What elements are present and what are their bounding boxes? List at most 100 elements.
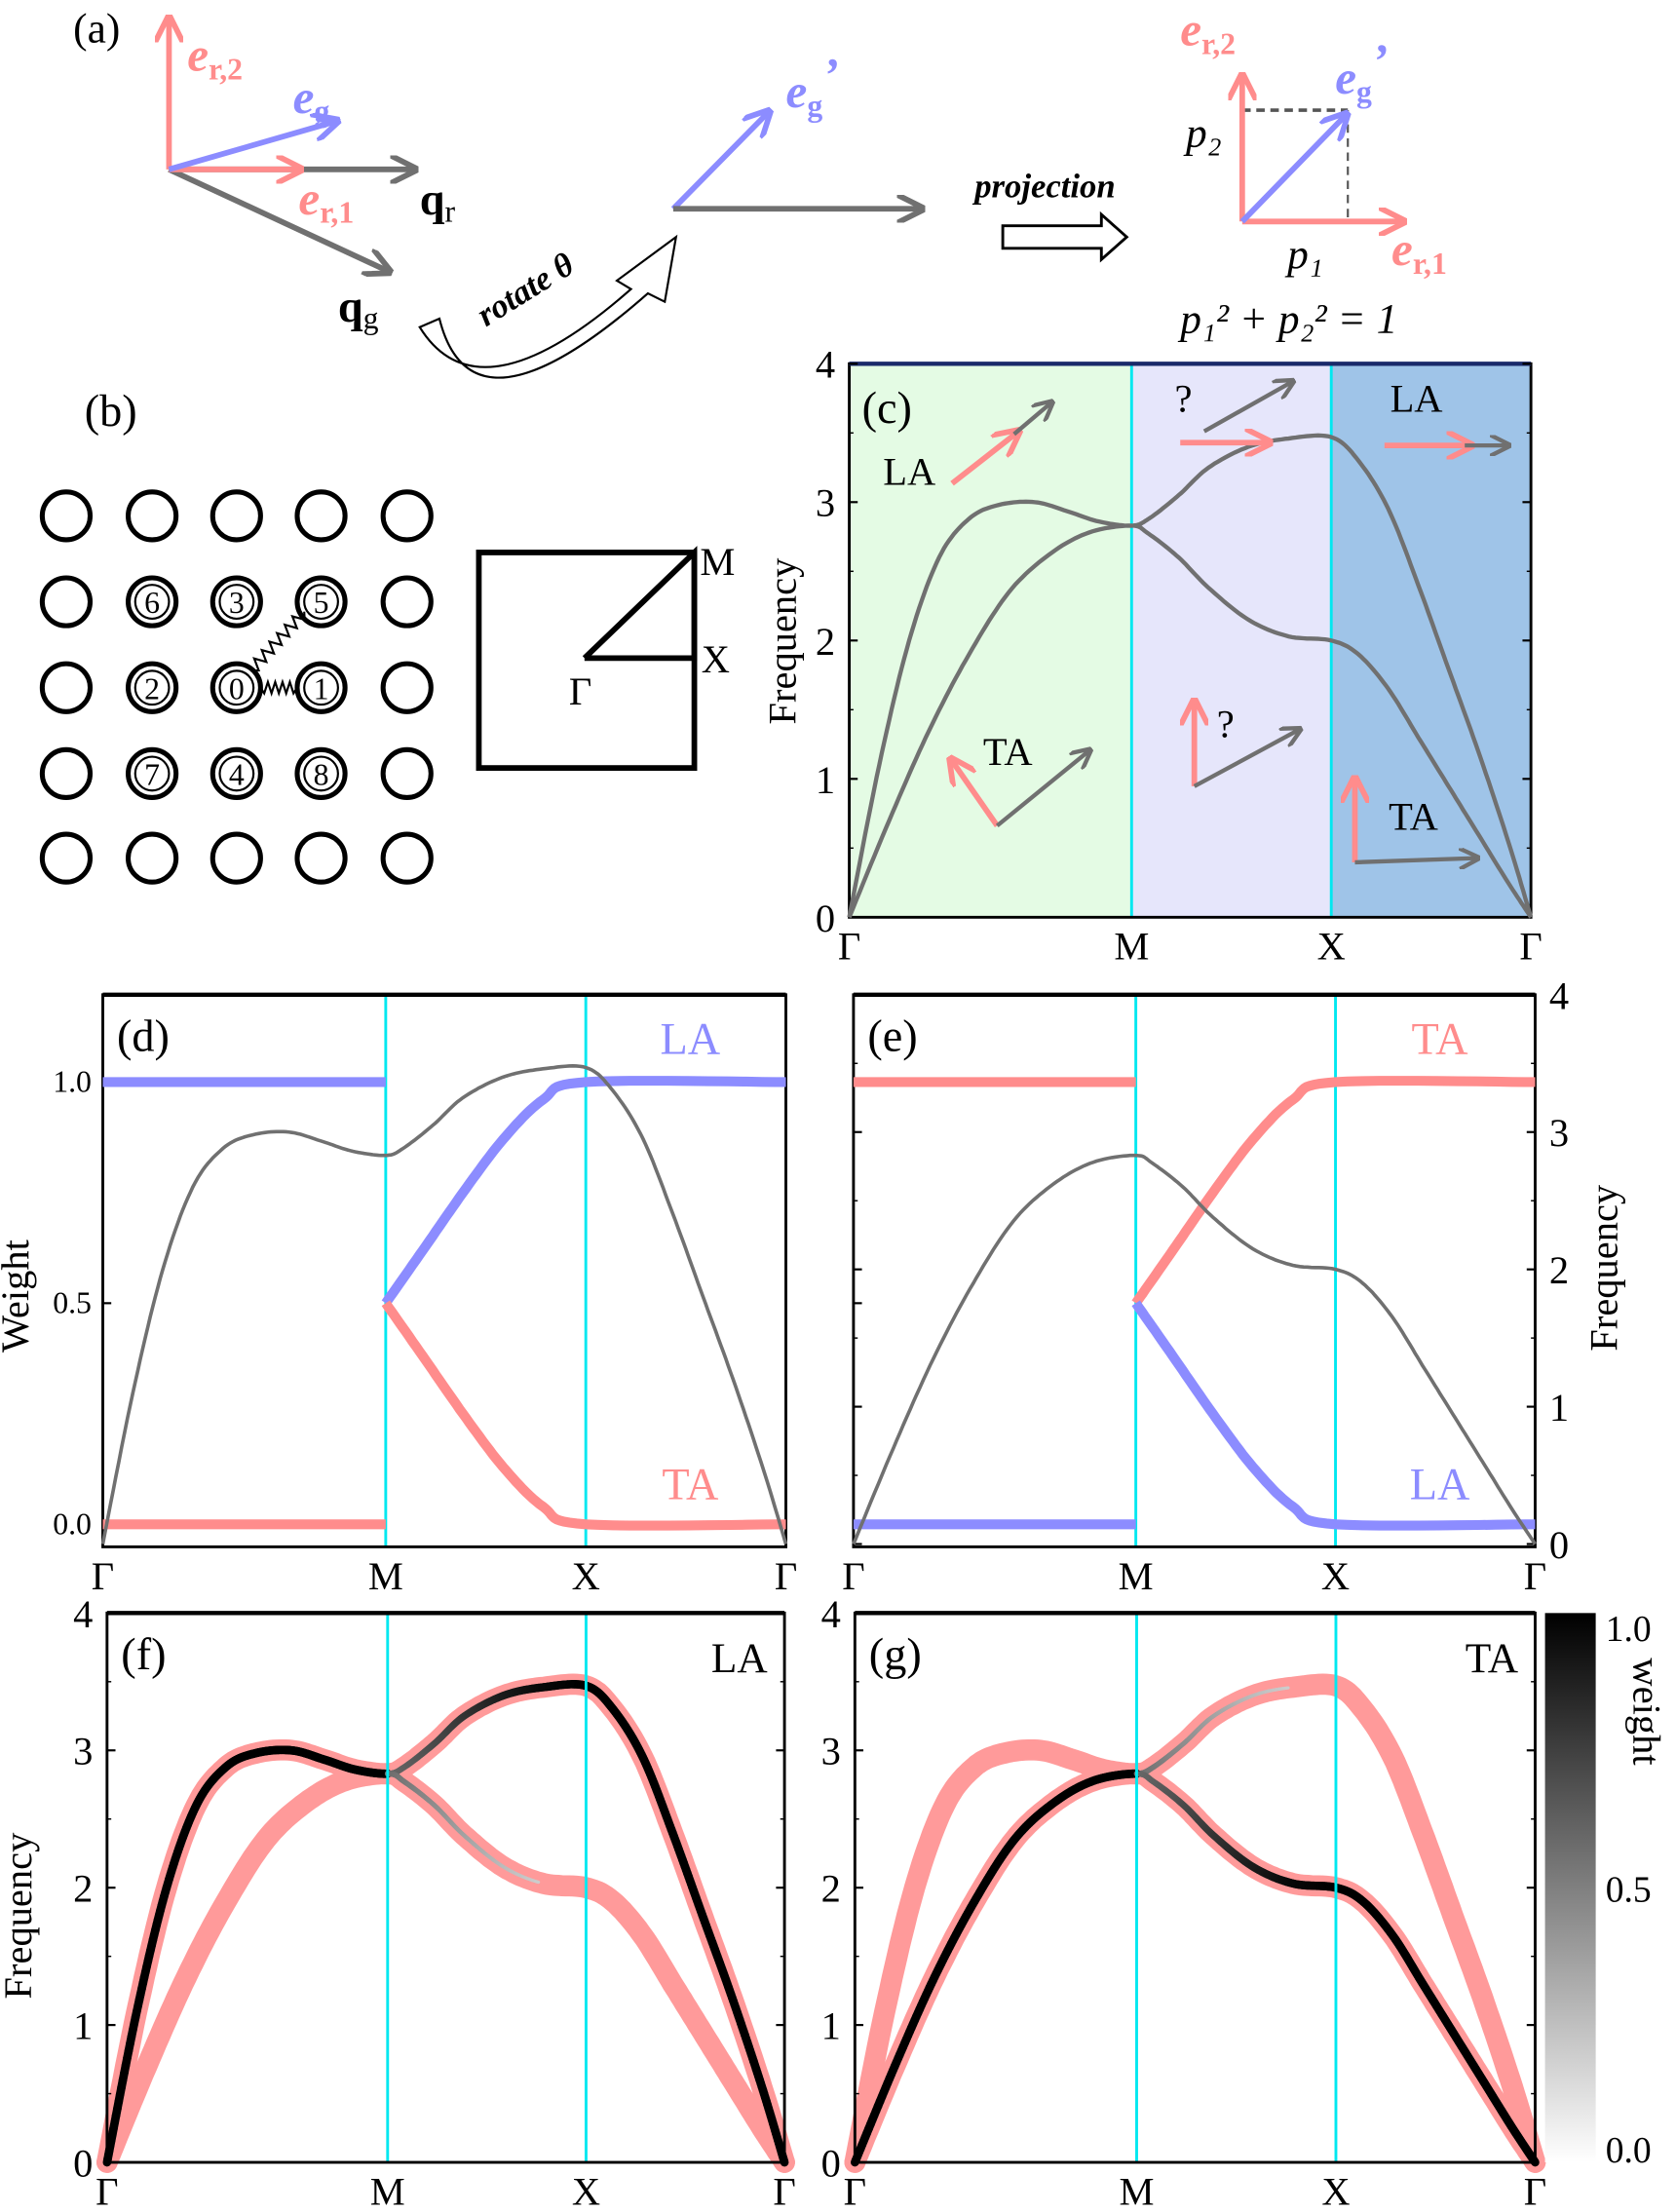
atom — [210, 831, 263, 885]
spring-nearest — [259, 678, 298, 698]
y-tick-label: 0 — [1549, 1523, 1569, 1567]
projection-label: projection — [971, 168, 1115, 206]
y-tick-label: 3 — [1549, 1111, 1569, 1155]
x-tick-label: X — [572, 2169, 600, 2212]
y-tick-label: 2 — [73, 1867, 93, 1911]
y-tick-label: 2 — [1549, 1248, 1569, 1292]
atom — [39, 661, 94, 714]
mx-upper-question: ? — [1174, 376, 1192, 420]
panel-label: (f) — [121, 1630, 166, 1680]
atom-index-label: 1 — [314, 671, 329, 706]
mx-lower-question: ? — [1217, 702, 1235, 745]
band-curve-1 — [847, 523, 1533, 919]
rotate-arrow-icon — [418, 234, 678, 379]
p2-label: p₂ — [1183, 110, 1222, 157]
atom-inner-ring — [303, 669, 339, 706]
atom-inner-ring — [133, 669, 171, 706]
x-tick-label: Γ — [1519, 925, 1542, 969]
x-tick-label: M — [370, 2169, 405, 2212]
region-background — [1131, 363, 1332, 918]
series-label: LA — [661, 1015, 721, 1065]
y-tick-label: 1 — [73, 2004, 93, 2048]
atom — [380, 831, 434, 885]
frequency-curve — [852, 1153, 1537, 1545]
weight-curve-LA — [381, 1076, 786, 1307]
y-tick-label: 4 — [816, 343, 835, 387]
atom-inner-ring — [303, 584, 339, 620]
panel-label: (d) — [117, 1012, 170, 1062]
atom-index-label: 3 — [229, 586, 245, 620]
atom — [39, 831, 94, 885]
gm-la-label: LA — [883, 450, 935, 494]
xg-ta-q-arrow — [1354, 858, 1475, 862]
q-r-label: qr — [420, 175, 456, 228]
atom — [39, 489, 94, 543]
atom — [126, 489, 179, 543]
rotate-label: rotate θ — [470, 245, 581, 333]
panel-a: (a) er,2 eg er,1 qr qg rotate θ eg’ proj… — [73, 3, 1447, 379]
x-tick-label: X — [572, 1554, 600, 1598]
panel-c-annotations: (c) LA TA ? ? LA TA — [862, 376, 1507, 862]
gm-ta-real-arrow — [952, 761, 1000, 828]
region-background — [849, 363, 1132, 918]
y-tick-label: 2 — [816, 620, 835, 664]
series-label: TA — [1412, 1015, 1469, 1065]
y-axis-label: Weight — [0, 1239, 37, 1353]
weight-curve-TA — [381, 1300, 786, 1531]
x-tick-label: M — [1114, 925, 1149, 969]
e-g-label: eg — [293, 70, 330, 129]
proj-e-r2-label: er,2 — [1180, 3, 1236, 61]
atom — [294, 489, 348, 543]
x-tick-label: X — [1321, 1554, 1350, 1598]
normalization-equation: p₁² + p₂² = 1 — [1177, 295, 1397, 342]
bz-gamma-label: Γ — [569, 669, 591, 713]
y-tick-label: 0 — [821, 2141, 841, 2185]
x-tick-label: X — [1321, 2169, 1350, 2212]
atom — [39, 575, 94, 629]
gm-ta-label: TA — [983, 730, 1033, 774]
spring-next-nearest — [250, 611, 306, 672]
atom-index-label: 8 — [314, 757, 329, 791]
atom-index-label: 7 — [144, 757, 160, 791]
colorbar-tick-label: 0.0 — [1606, 2131, 1652, 2171]
mx-lower-q-arrow — [1193, 730, 1299, 788]
p1-label: p₁ — [1284, 231, 1323, 278]
y-tick-label: 1 — [816, 758, 835, 802]
y-tick-label: 1.0 — [53, 1065, 92, 1099]
xg-ta-label: TA — [1389, 795, 1438, 839]
y-tick-label: 3 — [73, 1730, 93, 1773]
y-tick-label: 0.0 — [53, 1506, 92, 1541]
y-axis-label: Frequency — [0, 1832, 40, 2000]
gm-ta-q-arrow — [995, 751, 1088, 828]
e-g-prime-label: eg’ — [786, 48, 839, 123]
band-curve-0 — [847, 433, 1534, 918]
panel-label: (e) — [867, 1012, 917, 1062]
atom-index-label: 6 — [144, 586, 160, 620]
frequency-curve — [100, 1063, 788, 1545]
series-label: LA — [1410, 1460, 1470, 1509]
x-tick-label: Γ — [844, 2169, 866, 2212]
weight-segment — [535, 1880, 541, 1885]
gm-la-q-arrow — [1012, 403, 1051, 437]
series-label: TA — [662, 1460, 719, 1509]
x-tick-label: Γ — [95, 2169, 118, 2212]
x-tick-label: Γ — [773, 2169, 795, 2212]
x-tick-label: Γ — [842, 1554, 864, 1598]
e-g-prime-arrow — [670, 113, 768, 211]
y-axis-label-right: Frequency — [1581, 1184, 1625, 1352]
x-tick-label: M — [368, 1554, 403, 1598]
proj-e-r1-label: er,1 — [1391, 222, 1447, 281]
panel-a-label: (a) — [73, 6, 120, 53]
e-g-arrow — [168, 122, 335, 172]
xg-la-label: LA — [1390, 376, 1443, 420]
atom-inner-ring — [218, 584, 255, 620]
q-g-arrow — [168, 167, 387, 271]
panel-b-label: (b) — [85, 387, 137, 437]
projection-arrow-icon — [1001, 210, 1129, 263]
y-tick-label: 4 — [1549, 973, 1569, 1017]
e-r1-label: er,1 — [298, 172, 354, 230]
